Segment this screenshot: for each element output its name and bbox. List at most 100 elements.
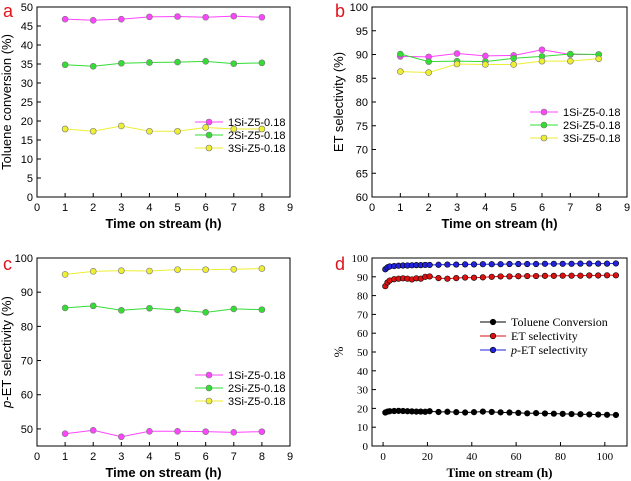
panel-b: 0 1 2 3 4 5 6 7 8 9 60 65 70 75 80 85 90 95 100 b Time on st… xyxy=(331,1,630,231)
data-point xyxy=(230,305,238,313)
y-tick-label: 25 xyxy=(21,97,33,109)
y-tick-label: 60 xyxy=(356,192,368,204)
data-point xyxy=(532,272,540,280)
data-point xyxy=(397,68,404,75)
data-point xyxy=(603,272,611,279)
y-tick-label: 40 xyxy=(357,366,369,378)
data-point xyxy=(61,430,69,437)
legend-marker xyxy=(205,384,213,392)
data-point xyxy=(559,410,566,417)
series-0: 1Si-Z5-0.18 xyxy=(61,12,285,129)
data-point xyxy=(612,411,620,419)
data-point xyxy=(174,58,181,66)
series-line xyxy=(400,49,599,58)
y-axis-label: Toluene conversion (%) xyxy=(0,34,14,170)
y-tick-label: 100 xyxy=(15,253,33,265)
data-point xyxy=(577,260,584,267)
legend-label-rest: -ET selectivity xyxy=(517,343,588,357)
x-tick-label: 0 xyxy=(369,202,375,214)
data-point xyxy=(118,267,125,274)
x-tick-label: 4 xyxy=(146,451,152,463)
data-point xyxy=(595,260,602,267)
data-point xyxy=(482,52,489,60)
y-tick-label: 50 xyxy=(21,2,33,14)
data-point xyxy=(479,261,486,268)
y-tick-label: 70 xyxy=(356,145,368,157)
x-tick-label: 2 xyxy=(90,202,96,214)
data-point xyxy=(453,50,461,57)
y-tick-label: 85 xyxy=(356,73,368,85)
y-tick-label: 0 xyxy=(27,192,33,204)
y-tick-label: 70 xyxy=(21,356,33,368)
x-tick-label: 3 xyxy=(118,451,124,463)
data-point xyxy=(202,124,209,131)
x-tick-label: 9 xyxy=(287,451,293,463)
series-2: 3Si-Z5-0.18 xyxy=(61,122,285,155)
x-tick-label: 2 xyxy=(90,451,96,463)
x-axis-label: Time on stream (h) xyxy=(105,465,221,480)
y-tick-label: 90 xyxy=(21,287,33,299)
x-tick-label: 9 xyxy=(287,202,293,214)
y-axis-label-italic: p xyxy=(0,401,14,409)
data-point xyxy=(482,61,489,68)
data-point xyxy=(510,54,517,62)
data-point xyxy=(506,409,513,416)
data-point xyxy=(462,261,469,268)
x-tick-label: 3 xyxy=(454,202,460,214)
x-tick-label: 8 xyxy=(596,202,602,214)
x-tick-label: 5 xyxy=(174,202,180,214)
x-tick-label: 1 xyxy=(62,202,68,214)
data-point xyxy=(435,275,442,282)
data-point xyxy=(603,260,611,267)
data-point xyxy=(202,13,209,21)
data-point xyxy=(567,50,574,58)
data-point xyxy=(118,59,125,67)
data-point xyxy=(550,260,557,267)
x-tick-label: 0 xyxy=(34,451,40,463)
data-point xyxy=(89,127,97,135)
data-point xyxy=(174,428,181,435)
data-point xyxy=(488,261,495,268)
data-point xyxy=(61,15,69,23)
data-point xyxy=(538,46,546,54)
data-point xyxy=(397,50,404,58)
x-tick-label: 1 xyxy=(62,451,68,463)
x-tick-label: 4 xyxy=(146,202,152,214)
plot-frame xyxy=(36,6,291,198)
data-point xyxy=(586,260,593,267)
series-1: ET selectivity xyxy=(382,272,620,343)
data-point xyxy=(146,127,153,135)
data-point xyxy=(595,55,602,63)
series-line xyxy=(65,429,262,438)
x-tick-label: 6 xyxy=(203,451,209,463)
x-axis-label: Time on stream (h) xyxy=(441,216,557,231)
x-tick-label: 7 xyxy=(231,451,237,463)
data-point xyxy=(568,272,575,279)
x-tick-label: 20 xyxy=(422,451,434,463)
y-axis-label: p-ET selectivity (%) xyxy=(0,296,14,409)
data-point xyxy=(146,267,153,275)
x-tick-label: 4 xyxy=(482,202,488,214)
legend-label: 1Si-Z5-0.18 xyxy=(228,117,285,129)
data-point xyxy=(61,271,69,278)
series-line xyxy=(65,15,262,21)
data-point xyxy=(453,60,461,68)
x-tick-label: 5 xyxy=(511,202,517,214)
y-tick-label: 90 xyxy=(356,50,368,62)
data-point xyxy=(453,409,460,416)
x-tick-label: 7 xyxy=(567,202,573,214)
x-tick-label: 8 xyxy=(259,451,265,463)
x-tick-label: 8 xyxy=(259,202,265,214)
data-point xyxy=(258,428,266,435)
series-line xyxy=(400,58,599,74)
data-point xyxy=(470,409,478,416)
legend-label-italic: p xyxy=(510,343,517,357)
data-point xyxy=(146,13,153,21)
data-point xyxy=(595,272,602,279)
x-tick-label: 6 xyxy=(203,202,209,214)
data-point xyxy=(258,125,266,133)
data-point xyxy=(425,58,432,65)
legend-marker xyxy=(205,397,213,405)
